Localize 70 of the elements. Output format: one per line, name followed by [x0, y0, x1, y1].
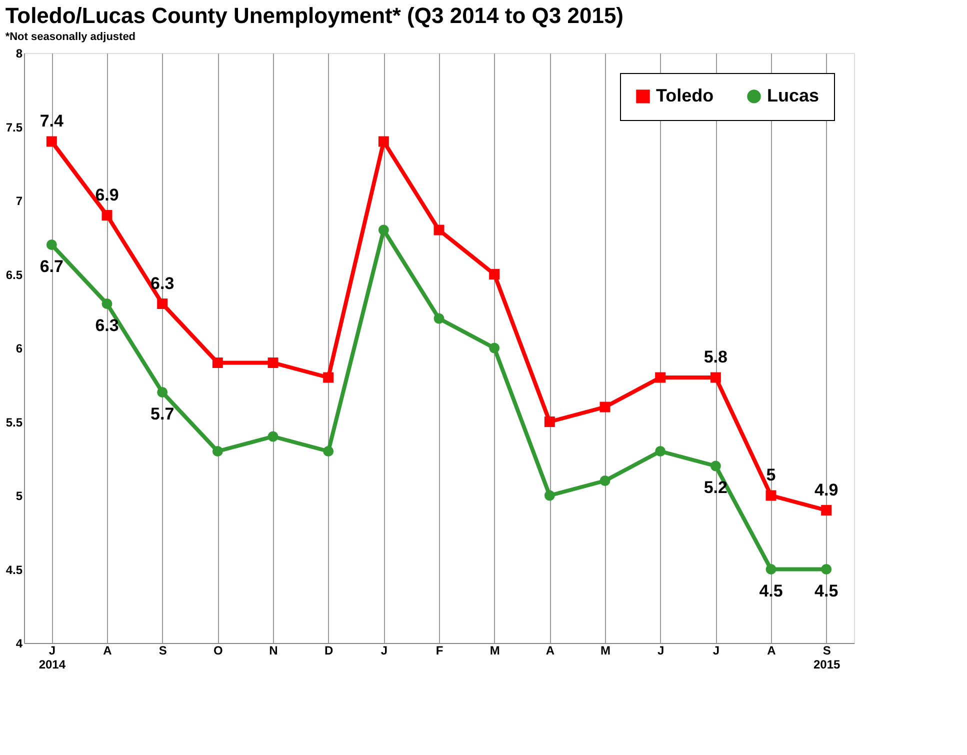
point [102, 210, 112, 220]
point [212, 358, 223, 368]
y-tick-label: 6.5 [6, 268, 23, 282]
data-label: 6.7 [40, 256, 64, 276]
point [268, 431, 278, 442]
x-tick-label: J [712, 644, 720, 658]
x-tick-label: N [269, 644, 278, 658]
point [434, 224, 444, 236]
data-label: 6.3 [150, 274, 174, 293]
y-tick-label: 4.5 [6, 562, 23, 577]
x-tick-label: S 2015 [813, 644, 841, 672]
point [600, 402, 610, 412]
point [766, 490, 776, 501]
y-tick-label: 5 [16, 489, 23, 503]
y-tick-label: 4 [16, 636, 23, 650]
legend-label: Toledo [656, 85, 714, 106]
point [655, 446, 666, 456]
x-tick-label: M [600, 644, 610, 658]
x-tick-label: A [103, 644, 112, 658]
point [323, 372, 334, 383]
data-label: 4.5 [759, 581, 783, 600]
data-label: 6.9 [95, 185, 119, 204]
y-tick-label: 7.5 [6, 120, 23, 134]
data-label: 4.9 [814, 480, 838, 500]
legend-label: Lucas [767, 85, 820, 106]
x-tick-label: F [436, 644, 444, 658]
data-label: 5.2 [704, 478, 728, 497]
point [157, 298, 168, 309]
point [489, 342, 500, 354]
data-label: 7.4 [40, 112, 64, 130]
point [600, 476, 610, 486]
point [544, 490, 555, 501]
x-tick-label: A [546, 644, 555, 658]
x-tick-label: S [158, 644, 167, 658]
point [46, 240, 57, 250]
point [268, 358, 278, 368]
x-tick-label: D [324, 644, 334, 658]
point [378, 136, 389, 147]
y-tick-label: 5.5 [6, 415, 23, 430]
point [378, 224, 389, 236]
x-tick-label: J [380, 644, 388, 658]
x-tick-label: J [657, 644, 664, 658]
data-label: 5 [766, 466, 776, 484]
point [489, 269, 500, 280]
point [821, 505, 832, 516]
point [46, 136, 57, 147]
data-label: 4.5 [814, 581, 838, 600]
y-tick-label: 8 [16, 46, 23, 60]
chart-title: Toledo/Lucas County Unemployment* (Q3 2014 to Q3 2015) [5, 3, 624, 28]
point [323, 446, 334, 456]
data-label: 6.3 [95, 316, 119, 335]
y-tick-label: 6 [16, 342, 23, 356]
point [544, 416, 555, 427]
x-tick-label: A [767, 644, 776, 658]
point [710, 460, 721, 472]
data-label: 5.8 [704, 348, 728, 366]
x-tick-label: J 2014 [38, 644, 66, 672]
point [710, 372, 721, 383]
point [655, 372, 666, 383]
x-tick-label: M [490, 644, 500, 658]
x-tick-label: O [213, 644, 223, 658]
point [766, 564, 776, 574]
y-tick-label: 7 [16, 194, 23, 208]
point [157, 387, 168, 398]
point [821, 564, 832, 574]
chart-subtitle: *Not seasonally adjusted [5, 31, 136, 43]
data-label: 5.7 [150, 404, 174, 424]
point [102, 298, 112, 309]
point [212, 446, 223, 456]
point [434, 313, 444, 324]
